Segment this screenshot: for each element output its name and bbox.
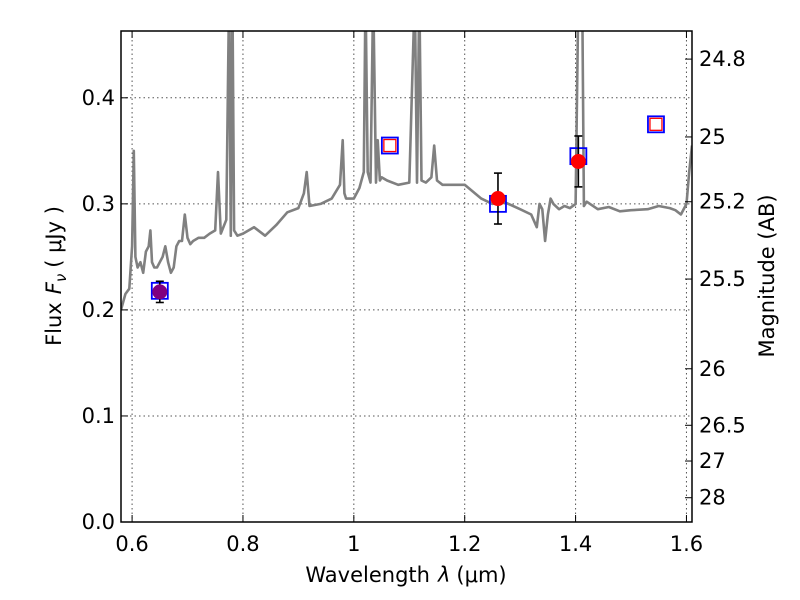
y-tick-label: 0.0 [82, 510, 115, 534]
x-tick-label: 1.2 [448, 532, 481, 556]
y2-tick-label: 27 [699, 449, 726, 473]
upper-limit-point [649, 117, 663, 131]
data-layer [121, 31, 692, 311]
y2-tick-label: 28 [699, 486, 726, 510]
y2-tick-label: 25.5 [699, 267, 746, 291]
model-point [647, 115, 665, 134]
y2-axis-label: Magnitude (AB) [755, 194, 779, 357]
y2-tick-label: 25 [699, 125, 726, 149]
y2-tick-label: 26 [699, 357, 726, 381]
observed-point [570, 153, 586, 169]
x-tick-label: 1 [347, 532, 360, 556]
x-axis-label: Wavelength λ (μm) [305, 563, 506, 587]
y2-tick-label: 24.8 [699, 47, 746, 71]
y-tick-label: 0.1 [82, 404, 115, 428]
ticks: 0.6 0.8 1 1.2 1.4 1.6 0.0 0.1 0.2 0.3 0.4 24.8 25 25.… [82, 31, 746, 556]
y-tick-label: 0.2 [82, 298, 115, 322]
plot-background [121, 31, 692, 522]
x-tick-label: 1.4 [559, 532, 592, 556]
observed-point [152, 284, 168, 300]
upper-limit-point [383, 138, 397, 153]
y-axis-label: FluxFν( μJy ) [42, 206, 70, 346]
y2-tick-label: 25.2 [699, 190, 746, 214]
spectrum-line [121, 31, 692, 311]
x-tick-label: 1.6 [670, 532, 703, 556]
y-tick-label: 0.3 [82, 192, 115, 216]
plot-frame [120, 30, 693, 523]
x-tick-label: 0.6 [115, 532, 148, 556]
x-tick-label: 0.8 [226, 532, 259, 556]
y-tick-label: 0.4 [82, 86, 115, 110]
observed-point [490, 191, 506, 207]
model-point [380, 136, 399, 155]
y2-tick-label: 26.5 [699, 413, 746, 437]
